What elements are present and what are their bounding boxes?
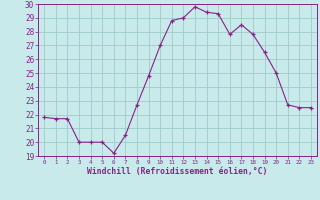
X-axis label: Windchill (Refroidissement éolien,°C): Windchill (Refroidissement éolien,°C) bbox=[87, 167, 268, 176]
